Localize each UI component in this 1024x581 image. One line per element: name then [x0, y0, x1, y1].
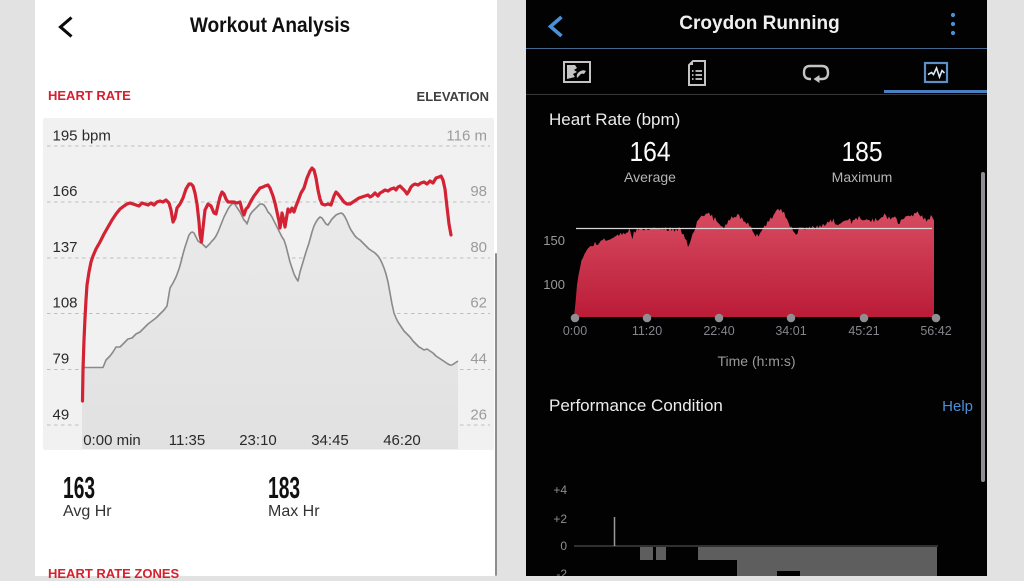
svg-text:11:35: 11:35: [169, 432, 205, 449]
svg-text:34:01: 34:01: [775, 324, 806, 338]
svg-text:100: 100: [543, 277, 565, 292]
svg-text:+4: +4: [553, 483, 567, 497]
svg-text:137: 137: [53, 239, 78, 256]
svg-text:11:20: 11:20: [632, 324, 662, 338]
svg-text:-2: -2: [556, 567, 567, 576]
svg-text:0:00: 0:00: [563, 324, 587, 338]
svg-text:45:21: 45:21: [848, 324, 879, 338]
svg-text:116 m: 116 m: [446, 128, 487, 145]
svg-text:98: 98: [470, 183, 487, 200]
svg-text:0:00 min: 0:00 min: [83, 432, 141, 449]
svg-text:195 bpm: 195 bpm: [53, 128, 111, 145]
svg-text:62: 62: [470, 295, 487, 312]
svg-text:44: 44: [470, 351, 487, 368]
svg-text:79: 79: [53, 351, 70, 368]
svg-text:80: 80: [470, 239, 487, 256]
svg-text:+2: +2: [553, 512, 567, 526]
svg-text:26: 26: [470, 407, 487, 424]
svg-text:23:10: 23:10: [239, 432, 277, 449]
svg-text:49: 49: [53, 407, 70, 424]
svg-text:166: 166: [53, 183, 78, 200]
svg-text:0: 0: [560, 539, 567, 553]
svg-text:108: 108: [53, 295, 78, 312]
svg-text:22:40: 22:40: [703, 324, 734, 338]
svg-text:34:45: 34:45: [311, 432, 349, 449]
svg-text:150: 150: [543, 233, 565, 248]
svg-text:56:42: 56:42: [920, 324, 951, 338]
svg-text:46:20: 46:20: [383, 432, 421, 449]
